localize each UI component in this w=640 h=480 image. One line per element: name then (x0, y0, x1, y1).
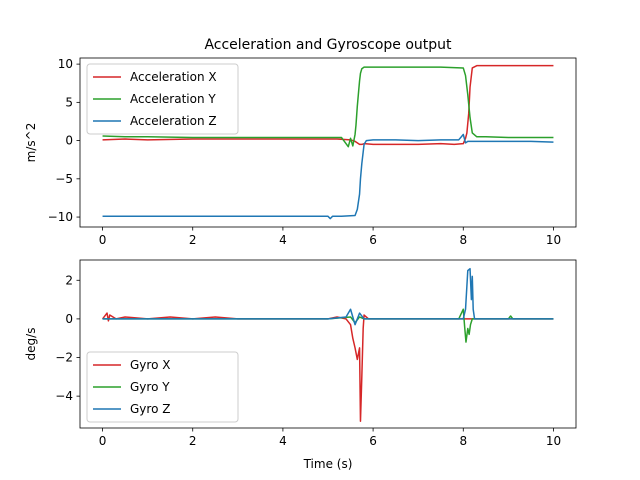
acceleration-series-line-2 (102, 133, 554, 220)
gyroscope-y-tick-label: 2 (65, 273, 73, 287)
acceleration-x-tick-label: 4 (279, 233, 287, 247)
acceleration-legend-label-0: Acceleration X (130, 70, 217, 84)
gyroscope-x-tick-label: 0 (99, 434, 107, 448)
acceleration-y-tick-label: 0 (65, 134, 73, 148)
acceleration-x-tick-label: 0 (99, 233, 107, 247)
acceleration-y-tick-label: −5 (55, 172, 73, 186)
gyroscope-legend-label-0: Gyro X (130, 358, 170, 372)
acceleration-legend-label-2: Acceleration Z (130, 114, 217, 128)
acceleration-legend-label-1: Acceleration Y (130, 92, 216, 106)
x-axis-label: Time (s) (303, 457, 353, 471)
acceleration-y-tick-label: 5 (65, 95, 73, 109)
gyroscope-legend-box (86, 351, 239, 423)
acceleration-series-group (102, 64, 554, 220)
acceleration-x-tick-label: 6 (369, 233, 377, 247)
gyroscope-y-tick-label: −4 (55, 389, 73, 403)
acceleration-x-tick-label: 10 (546, 233, 561, 247)
gyroscope-x-tick-label: 2 (189, 434, 197, 448)
acceleration-series-line-1 (102, 66, 554, 148)
acceleration-y-axis-label: m/s^2 (24, 123, 38, 163)
gyroscope-x-tick-label: 8 (459, 434, 467, 448)
gyroscope-x-tick-label: 10 (546, 434, 561, 448)
acceleration-legend: Acceleration X Acceleration Y Acceleration… (86, 63, 239, 135)
gyroscope-series-line-1 (102, 308, 554, 343)
gyroscope-legend-label-1: Gyro Y (130, 380, 170, 394)
gyroscope-series-line-2 (102, 267, 554, 326)
gyroscope-plot-frame (79, 259, 577, 429)
gyroscope-y-tick-label: −2 (55, 351, 73, 365)
acceleration-y-tick-label: 10 (58, 57, 73, 71)
acceleration-plot-frame (79, 57, 577, 228)
acceleration-y-tick-label: −10 (48, 210, 73, 224)
figure-title: Acceleration and Gyroscope output (204, 37, 452, 53)
acceleration-series-line-0 (102, 64, 554, 146)
gyroscope-legend: Gyro X Gyro Y Gyro Z (86, 351, 239, 423)
acceleration-x-tick-label: 8 (459, 233, 467, 247)
acceleration-legend-box (86, 63, 239, 135)
gyroscope-legend-label-2: Gyro Z (130, 402, 170, 416)
acceleration-x-tick-label: 2 (189, 233, 197, 247)
gyroscope-x-tick-label: 4 (279, 434, 287, 448)
gyroscope-y-axis-label: deg/s (24, 328, 38, 361)
gyroscope-chart: 0 2 4 6 8 10 −4 −2 0 2 deg/s Gyro X Gyro Y Gyro Z (24, 259, 577, 448)
gyroscope-y-tick-label: 0 (65, 312, 73, 326)
gyroscope-x-tick-label: 6 (369, 434, 377, 448)
gyroscope-series-group (101, 267, 554, 422)
